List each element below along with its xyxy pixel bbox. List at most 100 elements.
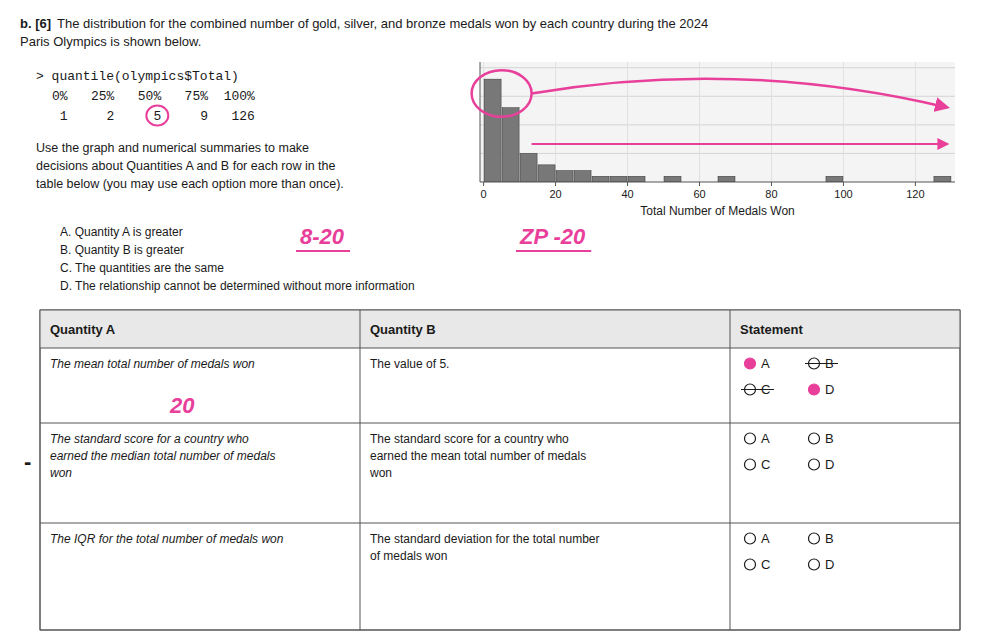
code-line: > quantile(olympics$Total) (36, 69, 239, 84)
subtitle-line: The distribution for the combined number… (57, 16, 708, 31)
option-letter: A (761, 531, 770, 546)
x-tick-label: 20 (549, 188, 561, 200)
handwriting-mark: - (24, 449, 31, 474)
histogram-bar (628, 176, 645, 182)
option: C. The quantities are the same (60, 261, 224, 275)
text-line: Use the graph and numerical summaries to… (36, 141, 309, 155)
x-tick (843, 182, 844, 186)
pink-ellipse (472, 70, 532, 117)
histogram-bar (826, 176, 843, 182)
x-tick-label: 40 (621, 188, 633, 200)
text-line: table below (you may use each option mor… (36, 177, 344, 191)
table-row-line (40, 310, 960, 311)
histogram-bar (520, 153, 537, 182)
histogram-bar (664, 176, 681, 182)
option: A. Quantity A is greater (60, 225, 183, 239)
quantile-header: 0% 25% 50% 75% 100% (52, 89, 255, 104)
option-letter: D (825, 457, 834, 472)
title: b. [6] (20, 16, 51, 31)
text-line: The standard score for a country who (50, 432, 249, 446)
grid-line (699, 62, 700, 182)
option: B. Quantity B is greater (60, 243, 184, 257)
option-bubble (809, 533, 820, 544)
table: Quantity AQuantity BStatementThe mean to… (40, 310, 960, 630)
x-tick (555, 182, 556, 186)
option-bubble (745, 433, 756, 444)
table-row-line (40, 630, 960, 631)
x-tick-label: 120 (906, 188, 924, 200)
option-bubble (745, 533, 756, 544)
x-axis-label: Total Number of Medals Won (640, 204, 795, 218)
option-bubble (745, 559, 756, 570)
x-tick (699, 182, 700, 186)
option-bubble (809, 559, 820, 570)
histogram-bar (556, 171, 573, 182)
x-tick (771, 182, 772, 186)
option-strike (741, 389, 774, 390)
histogram-bar (934, 176, 951, 182)
table-frame (40, 310, 960, 630)
option: D. The relationship cannot be determined… (60, 279, 415, 293)
table-row-line (40, 523, 960, 524)
x-tick (627, 182, 628, 186)
option-strike (805, 363, 838, 364)
subtitle: The distribution for the combined number… (20, 16, 708, 49)
histogram-bar (538, 165, 555, 182)
x-tick (483, 182, 484, 186)
option-bubble (745, 358, 756, 369)
handwriting: ZP -20 (519, 224, 586, 249)
text-line: earned the median total number of medals (50, 449, 275, 463)
grid-line (480, 124, 955, 125)
plot-background (480, 62, 955, 182)
pink-arrow (532, 143, 947, 145)
y-axis-line (480, 62, 481, 182)
option-letter: A (761, 356, 770, 371)
text-line: of medals won (370, 549, 447, 563)
handwriting-underline (516, 250, 591, 252)
option-letter: D (825, 382, 834, 397)
table-cell: The mean total number of medals won (50, 357, 255, 371)
option-letter: D (825, 557, 834, 572)
grid-line (480, 67, 955, 68)
text-line: earned the mean total number of medals (370, 449, 586, 463)
histogram-bar (610, 176, 627, 182)
table-cell: The IQR for the total number of medals w… (50, 532, 284, 546)
table-row-line (40, 348, 960, 349)
grid-line (915, 62, 916, 182)
histogram-bar (484, 79, 501, 182)
grid-line (555, 62, 556, 182)
table-cell: The standard score for a country whoearn… (369, 432, 586, 480)
instructions: Use the graph and numerical summaries to… (36, 141, 344, 191)
table-header: Quantity B (370, 322, 436, 337)
text-line: The standard deviation for the total num… (370, 532, 599, 546)
histogram-bar (502, 108, 519, 182)
option-bubble (809, 384, 820, 395)
grid-line (480, 96, 955, 97)
table-col-line (730, 310, 731, 630)
option-letter: B (825, 531, 834, 546)
handwriting: 8-20 (300, 224, 345, 249)
grid-line (843, 62, 844, 182)
text-line: won (369, 466, 392, 480)
table-row-line (40, 423, 960, 424)
option-letter: C (761, 557, 770, 572)
option-letter: A (761, 431, 770, 446)
table-header: Statement (740, 322, 804, 337)
histogram-bar (574, 171, 591, 182)
text-line: won (50, 466, 72, 480)
grid-line (480, 153, 955, 154)
grid-line (627, 62, 628, 182)
histogram-bar (718, 176, 735, 182)
subtitle-line: Paris Olympics is shown below. (20, 34, 201, 49)
option-letter: B (825, 431, 834, 446)
table-cell: The standard deviation for the total num… (370, 532, 599, 563)
table-col-line (40, 310, 41, 630)
option-bubble (809, 459, 820, 470)
x-tick-label: 100 (834, 188, 852, 200)
option-letter: C (761, 457, 770, 472)
handwriting: 20 (169, 393, 195, 418)
page: b. [6] The distribution for the combined … (0, 0, 999, 641)
table-cell: The value of 5. (370, 357, 449, 371)
pink-arrow (532, 79, 947, 108)
x-tick (915, 182, 916, 186)
